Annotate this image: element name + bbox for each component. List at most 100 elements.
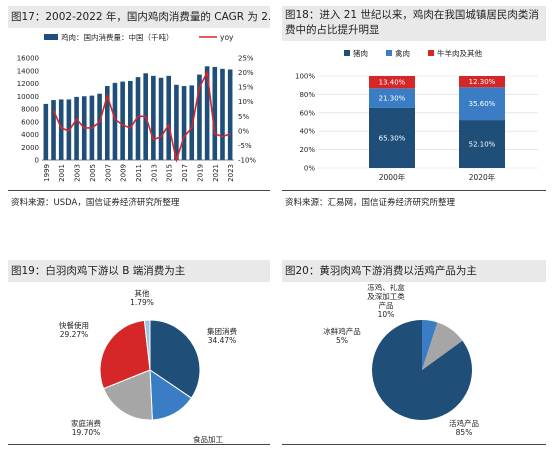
fig17-rule bbox=[8, 190, 270, 191]
fig17-x-tick: 2019 bbox=[196, 164, 204, 182]
fig19-slice-label: 集团消费 bbox=[207, 326, 237, 336]
fig18-legend-label: 猪肉 bbox=[353, 48, 368, 58]
fig17-legend-line-label: yoy bbox=[220, 33, 234, 42]
fig17-x-tick: 2005 bbox=[89, 164, 97, 182]
fig20-slice-label: 冻鸡、礼盒 bbox=[367, 284, 405, 292]
fig17-y-right-tick: 10% bbox=[238, 98, 254, 106]
fig17-y-right-tick: -5% bbox=[238, 142, 252, 150]
fig18-x-tick: 2020年 bbox=[469, 172, 496, 182]
fig20-panel: 图20：黄羽肉鸡下游消费以活鸡产品为主 活鸡产品 85% 冰鲜鸡产品 5% 冻鸡、礼盒及… bbox=[282, 260, 546, 446]
fig17-bar bbox=[112, 82, 118, 160]
fig17-y-left-tick: 10000 bbox=[17, 93, 39, 101]
fig19-rule bbox=[8, 444, 270, 445]
fig17-y-left-tick: 6000 bbox=[21, 118, 39, 126]
fig17-bar bbox=[104, 86, 110, 160]
fig17-title: 图17：2002-2022 年，国内鸡肉消费量的 CAGR 为 2.02% bbox=[8, 6, 270, 28]
fig20-slice-label: 冰鲜鸡产品 bbox=[323, 326, 361, 336]
fig19-slice-label: 家庭消费 bbox=[71, 418, 101, 428]
fig18-y-tick: 100% bbox=[295, 73, 315, 81]
fig17-x-tick: 2009 bbox=[120, 164, 128, 182]
fig17-legend-bar-label: 鸡肉：国内消费量：中国（千吨） bbox=[61, 32, 174, 42]
fig18-title: 图18：进入 21 世纪以来，鸡肉在我国城镇居民肉类消费中的占比提升明显 bbox=[282, 6, 546, 41]
fig17-bar bbox=[227, 69, 233, 160]
fig17-bar bbox=[220, 68, 225, 160]
fig17-y-right-tick: 25% bbox=[238, 55, 254, 63]
fig17-y-left-tick: 14000 bbox=[17, 67, 39, 75]
fig19-slice-label: 快餐使用 bbox=[59, 320, 89, 330]
fig19-slice-value: 1.79% bbox=[130, 298, 154, 307]
fig18-source: 资料来源：汇易网，国信证券经济研究所整理 bbox=[285, 198, 456, 208]
fig17-source: 资料来源：USDA，国信证券经济研究所整理 bbox=[11, 198, 180, 208]
fig18-legend-swatch bbox=[344, 50, 350, 56]
fig17-bar bbox=[158, 77, 164, 160]
fig18-data-label: 13.40% bbox=[379, 79, 406, 87]
fig17-chart: 鸡肉：国内消费量：中国（千吨） yoy 0 2000 4000 6000 8000 10000… bbox=[17, 32, 257, 182]
fig17-x-tick: 2011 bbox=[135, 164, 143, 182]
fig17-x-tick: 2015 bbox=[166, 164, 174, 182]
fig17-x-tick: 1999 bbox=[43, 164, 51, 182]
fig17-x-tick: 2003 bbox=[74, 164, 82, 182]
fig17-y-right-tick: 0% bbox=[238, 127, 249, 135]
fig20-slice bbox=[422, 322, 463, 370]
fig19-slice-value: 19.70% bbox=[72, 428, 101, 437]
fig17-x-tick: 2007 bbox=[104, 164, 112, 182]
fig17-y-left-tick: 12000 bbox=[17, 80, 39, 88]
fig19-slice-value: 29.27% bbox=[60, 330, 89, 339]
fig17-bar bbox=[120, 81, 125, 160]
fig19-slice-value: 34.47% bbox=[208, 336, 237, 345]
fig18-panel: 图18：进入 21 世纪以来，鸡肉在我国城镇居民肉类消费中的占比提升明显 猪肉 禽… bbox=[282, 6, 546, 210]
fig19-title: 图19：白羽肉鸡下游以 B 端消费为主 bbox=[8, 260, 270, 282]
fig20-rule bbox=[282, 444, 546, 445]
fig20-title: 图20：黄羽肉鸡下游消费以活鸡产品为主 bbox=[282, 260, 546, 282]
fig17-x-tick: 2017 bbox=[181, 164, 189, 182]
fig18-y-tick: 60% bbox=[299, 109, 315, 117]
fig18-y-tick: 0% bbox=[304, 165, 315, 173]
fig18-bar-segment bbox=[369, 76, 415, 89]
fig18-data-label: 35.60% bbox=[469, 100, 496, 108]
fig19-slice bbox=[149, 319, 201, 399]
fig17-y-left-tick: 2000 bbox=[21, 144, 39, 152]
fig20-slice bbox=[422, 320, 438, 370]
fig19-slice bbox=[99, 319, 151, 390]
fig17-bar bbox=[58, 99, 64, 160]
fig17-y-right-tick: 5% bbox=[238, 113, 249, 121]
fig17-bar bbox=[181, 86, 187, 160]
fig18-legend-swatch bbox=[428, 50, 434, 56]
fig17-bar bbox=[174, 84, 179, 160]
fig17-bar bbox=[189, 85, 195, 160]
fig18-data-label: 12.30% bbox=[469, 78, 496, 86]
fig19-chart: 集团消费34.47%食品加工14.77%家庭消费19.70%快餐使用29.27%… bbox=[59, 288, 237, 444]
fig18-x-tick: 2000年 bbox=[379, 172, 406, 182]
fig17-y-left-tick: 8000 bbox=[21, 106, 39, 114]
fig17-x-tick: 2013 bbox=[150, 164, 158, 182]
fig18-rule bbox=[282, 190, 546, 191]
fig20-slice-value: 10% bbox=[378, 310, 395, 319]
fig17-bar bbox=[151, 75, 156, 160]
fig19-slice bbox=[143, 319, 151, 371]
fig19-slice bbox=[102, 369, 153, 421]
fig18-legend-label: 禽肉 bbox=[395, 48, 410, 58]
fig17-y-right-tick: 15% bbox=[238, 84, 254, 92]
fig17-y-left-tick: 16000 bbox=[17, 55, 39, 63]
fig17-yoy-line bbox=[52, 69, 231, 164]
fig18-data-label: 65.30% bbox=[379, 134, 406, 142]
fig17-legend-bar-swatch bbox=[44, 34, 58, 40]
fig17-y-left-tick: 4000 bbox=[21, 131, 39, 139]
fig18-legend-label: 牛羊肉及其他 bbox=[437, 48, 482, 58]
fig17-bar bbox=[97, 93, 102, 160]
fig20-slice-value: 85% bbox=[456, 428, 473, 437]
fig17-x-tick: 2021 bbox=[212, 164, 220, 182]
fig18-y-tick: 40% bbox=[299, 128, 315, 136]
fig17-y-right-tick: -10% bbox=[238, 157, 256, 165]
fig19-slice-label: 食品加工 bbox=[193, 434, 223, 444]
fig17-bar bbox=[74, 96, 79, 160]
fig18-bar-segment bbox=[369, 107, 415, 168]
fig17-bar bbox=[43, 103, 49, 160]
fig17-y-left-tick: 0 bbox=[35, 157, 39, 165]
fig20-slice-label: 产品 bbox=[379, 300, 394, 310]
fig19-panel: 图19：白羽肉鸡下游以 B 端消费为主 集团消费34.47%食品加工14.77%… bbox=[8, 260, 270, 446]
fig18-bar-segment bbox=[459, 120, 505, 168]
fig18-legend-swatch bbox=[386, 50, 392, 56]
fig17-bar bbox=[204, 66, 210, 160]
fig20-slice-value: 5% bbox=[336, 336, 348, 345]
